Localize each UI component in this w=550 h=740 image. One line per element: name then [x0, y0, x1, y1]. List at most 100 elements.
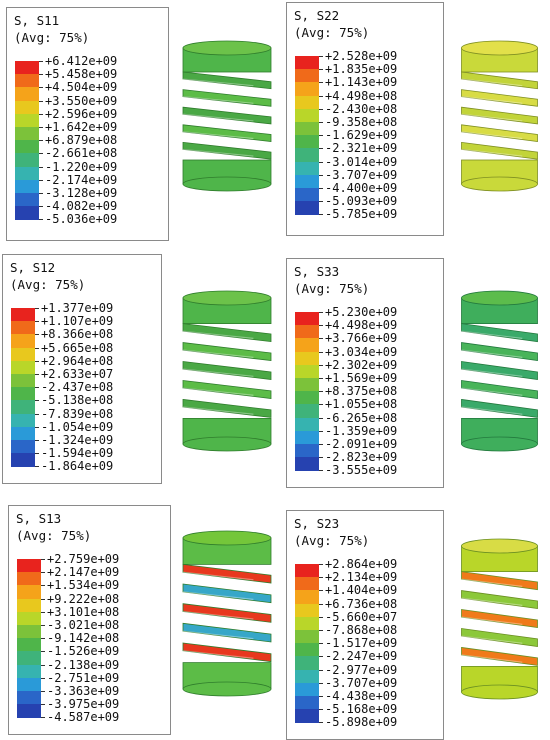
spring-model-s12 — [182, 290, 272, 452]
spring-coils — [461, 571, 538, 666]
colorbar-tick — [35, 440, 39, 441]
legend-subtitle: (Avg: 75%) — [294, 533, 370, 548]
colorbar-tick-label: +4.498e+09 — [325, 318, 398, 333]
colorbar-tick — [319, 108, 323, 110]
spring-top-cap — [182, 40, 272, 73]
colorbar-swatch — [295, 188, 319, 202]
colorbar-tick — [41, 625, 45, 626]
colorbar-tick — [35, 426, 39, 428]
spring-model-s22 — [461, 40, 538, 192]
colorbar-swatch — [295, 669, 319, 684]
colorbar-swatch — [295, 201, 319, 215]
colorbar-tick — [319, 148, 323, 150]
colorbar-swatch — [17, 559, 41, 573]
colorbar-tick — [39, 179, 43, 181]
colorbar-tick-label: -2.437e+08 — [41, 380, 114, 395]
legend-subtitle: (Avg: 75%) — [16, 528, 92, 543]
colorbar-swatch — [11, 308, 35, 322]
colorbar-tick — [319, 378, 323, 379]
colorbar-tick — [39, 74, 43, 76]
spring-model-s11 — [182, 40, 272, 192]
colorbar-tick — [319, 161, 323, 163]
colorbar-tick-label: -1.864e+09 — [41, 459, 114, 474]
spring-coils — [461, 71, 538, 160]
legend-title: S, S12 — [10, 260, 56, 275]
colorbar-tick — [319, 444, 323, 445]
colorbar-tick-label: -1.526e+09 — [47, 644, 120, 659]
colorbar-tick — [35, 453, 39, 455]
colorbar-swatch — [11, 387, 35, 401]
colorbar-tick-label: +6.736e+08 — [325, 596, 398, 611]
colorbar-tick — [41, 572, 45, 574]
colorbar-tick — [39, 61, 43, 62]
colorbar-swatch — [15, 179, 39, 194]
colorbar-tick — [41, 611, 45, 613]
colorbar-swatch — [295, 312, 319, 326]
colorbar-swatch — [17, 677, 41, 692]
colorbar-tick-label: -3.363e+09 — [47, 684, 120, 698]
colorbar-swatch — [11, 321, 35, 335]
colorbar-swatch — [295, 56, 319, 70]
spring-bottom-cap — [182, 159, 272, 192]
spring-coils — [182, 323, 272, 418]
colorbar-swatch — [295, 148, 319, 163]
colorbar-swatch — [11, 334, 35, 349]
colorbar-tick — [319, 577, 323, 579]
colorbar-tick-label: -3.555e+09 — [325, 463, 398, 478]
colorbar-tick — [319, 722, 323, 724]
colorbar-swatch — [295, 682, 319, 697]
colorbar-swatch — [295, 325, 319, 339]
colorbar-tick — [41, 559, 45, 560]
legend-box-s13: S, S13 (Avg: 75%) +2.759e+09 +2.147e+09 +1… — [8, 505, 171, 735]
colorbar-swatch — [11, 400, 35, 415]
colorbar-swatch — [15, 61, 39, 75]
spring-model-s13 — [182, 530, 272, 697]
colorbar-tick-label: -5.660e+07 — [325, 609, 398, 624]
colorbar-swatch — [11, 374, 35, 388]
colorbar-swatch — [295, 161, 319, 176]
colorbar-swatch — [295, 616, 319, 631]
spring-top-cap — [182, 530, 272, 565]
colorbar-tick — [319, 709, 323, 711]
colorbar-tick — [35, 334, 39, 336]
colorbar-tick — [319, 69, 323, 71]
colorbar-tick — [319, 364, 323, 366]
colorbar-tick — [39, 219, 43, 221]
colorbar-tick-label: +4.498e+08 — [325, 88, 398, 103]
colorbar-swatch — [295, 391, 319, 405]
colorbar-tick-label: -2.430e+08 — [325, 101, 398, 116]
colorbar-swatch — [295, 122, 319, 136]
colorbar-tick — [319, 338, 323, 340]
colorbar-tick — [39, 113, 43, 115]
colorbar-tick — [319, 616, 323, 618]
colorbar-tick-label: -1.324e+09 — [41, 433, 114, 447]
spring-bottom-cap — [182, 418, 272, 452]
colorbar-tick-label: -5.036e+09 — [45, 212, 118, 227]
colorbar-tick-label: +2.134e+09 — [325, 570, 398, 585]
colorbar-swatch — [11, 413, 35, 428]
colorbar-tick-label: -5.898e+09 — [325, 715, 398, 730]
legend-title: S, S23 — [294, 516, 340, 531]
colorbar-tick — [39, 87, 43, 89]
colorbar-swatch — [295, 603, 319, 618]
colorbar-tick — [39, 166, 43, 168]
colorbar-tick-label: +2.147e+09 — [47, 565, 120, 580]
colorbar-tick-label: -2.977e+09 — [325, 662, 398, 677]
legend-box-s11: S, S11 (Avg: 75%) +6.412e+09 +5.458e+09 +4… — [6, 7, 169, 241]
legend-subtitle: (Avg: 75%) — [294, 25, 370, 40]
colorbar-tick-label: -4.587e+09 — [47, 710, 120, 725]
colorbar-swatch — [295, 95, 319, 110]
colorbar-tick-label: -7.839e+08 — [41, 406, 114, 421]
colorbar-swatch — [295, 709, 319, 723]
colorbar-tick-label: +2.596e+09 — [45, 106, 118, 121]
colorbar-tick — [319, 201, 323, 203]
colorbar-tick — [41, 677, 45, 679]
colorbar-tick-label: -6.265e+08 — [325, 410, 398, 425]
colorbar-tick-label: +1.534e+09 — [47, 578, 120, 593]
colorbar-tick — [319, 188, 323, 189]
colorbar-tick — [319, 430, 323, 432]
colorbar-tick — [319, 457, 323, 459]
colorbar-tick — [319, 643, 323, 645]
colorbar-swatch — [295, 564, 319, 578]
colorbar-tick-label: -2.823e+09 — [325, 450, 398, 465]
